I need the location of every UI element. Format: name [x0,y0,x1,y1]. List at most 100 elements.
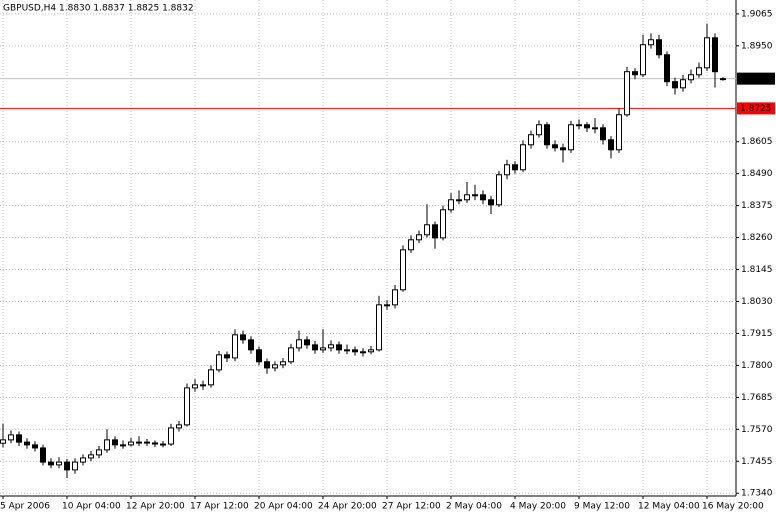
candle-body [640,44,646,76]
candle-body [168,427,174,445]
candle-body [88,454,94,459]
candle-body [536,124,542,136]
y-tick-label: 1.7685 [741,393,773,403]
candle-body [72,461,78,471]
candle-body [720,78,726,81]
candle-body [200,384,206,387]
candle-body [368,349,374,353]
x-tick-label: 10 Apr 04:00 [62,502,121,512]
candle-body [456,199,462,202]
candle-body [712,37,718,73]
candle-body [384,304,390,307]
y-tick-label: 1.8260 [741,233,773,243]
candle-body [240,334,246,341]
candle-body [16,434,22,443]
y-tick-label: 1.7800 [741,361,773,371]
candle-body [504,164,510,176]
candle-body [176,424,182,429]
y-tick-label: 1.7915 [741,329,773,339]
y-tick-label: 1.8605 [741,137,773,147]
candle-body [320,347,326,351]
candle-body [560,147,566,151]
candle-body [608,139,614,151]
candle-body [312,344,318,351]
candle-body [96,449,102,456]
candle-body [336,344,342,351]
candle-body [80,457,86,463]
candle-body [40,447,46,463]
y-tick-label: 1.8030 [741,297,773,307]
candle-body [392,289,398,306]
candle-body [528,134,534,146]
candle-body [48,461,54,466]
candle-body [288,347,294,363]
candle-body [224,354,230,359]
candle-body [656,39,662,56]
candle-body [8,434,14,441]
y-tick-label: 1.9065 [741,9,773,19]
candle-body [624,71,630,116]
candle-body [32,444,38,449]
chart-title: GBPUSD,H4 1.8830 1.8837 1.8825 1.8832 [3,4,194,14]
candle-body [576,124,582,127]
candle-body [264,361,270,369]
candle-body [416,234,422,241]
candle-body [408,239,414,251]
candle-body [344,349,350,352]
candle-body [304,339,310,346]
candle-body [704,37,710,69]
candle-body [208,369,214,386]
bid-line-label: 1.8832 [740,74,772,84]
candle-body [400,249,406,291]
candle-body [592,127,598,130]
candle-body [112,439,118,446]
x-tick-label: 20 Apr 04:00 [254,502,313,512]
candle-body [136,441,142,444]
candle-body [160,443,166,446]
candle-body [272,364,278,369]
y-tick-label: 1.8375 [741,201,773,211]
x-tick-label: 16 May 20:00 [702,502,764,512]
y-tick-label: 1.7455 [741,457,773,467]
candle-body [24,441,30,446]
candle-body [184,387,190,426]
candle-body [472,194,478,197]
x-tick-label: 2 May 04:00 [446,502,502,512]
candle-body [104,439,110,451]
x-tick-label: 12 May 04:00 [638,502,700,512]
x-tick-label: 4 May 20:00 [510,502,566,512]
candle-body [488,199,494,206]
candle-body [256,349,262,363]
candle-body [376,304,382,351]
candle-body [544,124,550,146]
candle-body [480,194,486,201]
candle-body [120,444,126,447]
candle-body [512,164,518,171]
candle-body [664,54,670,83]
y-tick-label: 1.8145 [741,265,773,275]
candle-body [520,144,526,171]
x-tick-label: 12 Apr 20:00 [126,502,185,512]
candle-body [144,441,150,444]
y-tick-label: 1.8950 [741,41,773,51]
x-tick-label: 9 May 12:00 [574,502,630,512]
candle-body [232,334,238,359]
x-tick-label: 27 Apr 12:00 [382,502,441,512]
x-tick-label: 24 Apr 20:00 [318,502,377,512]
candle-body [280,361,286,366]
candle-body [56,461,62,466]
candle-body [552,144,558,149]
candle-body [128,441,134,446]
candle-body [352,349,358,353]
candle-body [424,224,430,236]
candle-body [448,199,454,211]
candle-body [296,339,302,349]
candle-body [64,461,70,471]
x-tick-label: 5 Apr 2006 [0,502,50,512]
candle-body [496,174,502,206]
x-tick-label: 17 Apr 12:00 [190,502,249,512]
level-line-tag [737,102,775,115]
candle-body [440,209,446,239]
candle-body [600,127,606,141]
